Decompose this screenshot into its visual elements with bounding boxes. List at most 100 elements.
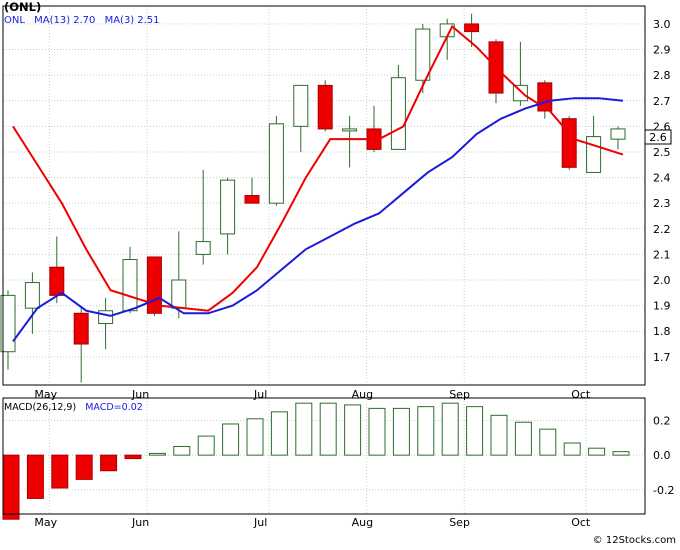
price-tick-label: 2.1 [653, 248, 671, 261]
candle-body [244, 195, 260, 204]
candle-body [122, 259, 138, 312]
month-label: Aug [352, 516, 373, 529]
macd-tick-label: -0.2 [653, 484, 674, 497]
macd-axis: -0.2 0.0 0.2 [653, 415, 674, 497]
moving-averages [12, 24, 624, 343]
macd-bar [392, 407, 410, 456]
candle-body [171, 279, 187, 309]
month-label: Aug [352, 388, 373, 401]
price-panel-frame [2, 5, 646, 386]
macd-bar [417, 406, 435, 456]
macd-bars [2, 402, 630, 520]
macd-bar [563, 442, 581, 456]
last-price-box [644, 129, 672, 145]
macd-bar [222, 423, 240, 456]
price-tick-label: 2.2 [653, 223, 671, 236]
macd-bar [173, 445, 191, 456]
legend-ma13-label: MA(13) [34, 15, 71, 26]
candle-body [512, 84, 528, 102]
macd-value-label: MACD= [85, 402, 122, 413]
month-label: Jul [253, 388, 267, 401]
candle-body [268, 123, 284, 204]
macd-bar [466, 406, 484, 456]
legend-ma13-value: 2.70 [73, 15, 96, 26]
price-legend: ONL MA(13) 2.70 MA(3) 2.51 [4, 15, 165, 26]
macd-bar [319, 402, 337, 456]
last-price-marker: 2.6 [644, 129, 672, 145]
ma3-line [12, 97, 624, 343]
macd-tick-label: 0.2 [653, 415, 671, 428]
candle-body [195, 241, 211, 255]
macd-bar [490, 414, 508, 456]
candle-body [415, 28, 431, 81]
panel-frames [2, 5, 646, 515]
price-tick-label: 2.0 [653, 274, 671, 287]
macd-legend: MACD(26,12,9) MACD=0.02 [4, 402, 149, 413]
macd-bar [26, 454, 44, 499]
legend-ma3-label: MA(3) [104, 15, 135, 26]
watermark: © 12Stocks.com [592, 535, 676, 546]
macd-bar [75, 454, 93, 480]
candle-body [342, 128, 358, 132]
candles [0, 13, 626, 383]
ma13-line [12, 24, 624, 312]
month-label: Jun [131, 388, 149, 401]
price-axis: 1.71.81.92.02.12.22.32.42.52.62.72.82.93… [653, 18, 671, 364]
month-label: May [34, 388, 57, 401]
month-label: Sep [449, 388, 470, 401]
month-label: Oct [571, 516, 591, 529]
macd-bar [246, 418, 264, 456]
legend-ma3-value: 2.51 [137, 15, 160, 26]
macd-bar [514, 421, 532, 456]
macd-bar [270, 411, 288, 456]
macd-panel-frame [2, 397, 646, 515]
candle-body [293, 84, 309, 127]
candle-body [220, 179, 236, 235]
candle-body [49, 266, 65, 296]
macd-bar [295, 402, 313, 456]
month-label: Jul [253, 516, 267, 529]
macd-tick-label: 0.0 [653, 449, 671, 462]
macd-bar [197, 435, 215, 456]
macd-bar [588, 447, 606, 456]
macd-bar [51, 454, 69, 489]
candle-body [464, 23, 480, 33]
candle-body [610, 128, 626, 140]
macd-bar [100, 454, 118, 472]
price-tick-label: 2.4 [653, 172, 671, 185]
candle-body [586, 136, 602, 173]
price-tick-label: 2.8 [653, 69, 671, 82]
macd-bar [539, 428, 557, 456]
month-label: Sep [449, 516, 470, 529]
price-tick-label: 2.3 [653, 197, 671, 210]
candle-body [561, 118, 577, 168]
candle-body [317, 84, 333, 130]
legend-symbol: ONL [4, 15, 25, 26]
candle-body [390, 77, 406, 150]
macd-bar [124, 454, 142, 460]
price-tick-label: 1.7 [653, 351, 671, 364]
macd-value: 0.02 [121, 402, 143, 413]
candle-body [73, 312, 89, 345]
candle-body [0, 294, 16, 353]
macd-bar [2, 454, 20, 520]
last-price-label: 2.6 [649, 131, 667, 144]
macd-bar [612, 451, 630, 456]
macd-bar [368, 407, 386, 456]
candle-body [98, 310, 114, 325]
price-tick-label: 1.9 [653, 300, 671, 313]
price-tick-label: 1.8 [653, 325, 671, 338]
macd-bar [344, 404, 362, 456]
month-label: Oct [571, 388, 591, 401]
macd-bar [148, 452, 166, 456]
price-tick-label: 2.5 [653, 146, 671, 159]
price-tick-label: 3.0 [653, 18, 671, 31]
price-tick-label: 2.7 [653, 95, 671, 108]
macd-bar [441, 402, 459, 456]
macd-title: MACD(26,12,9) [4, 402, 77, 413]
ticker-title: (ONL) [4, 0, 42, 14]
month-label: Jun [131, 516, 149, 529]
candle-body [24, 282, 40, 309]
